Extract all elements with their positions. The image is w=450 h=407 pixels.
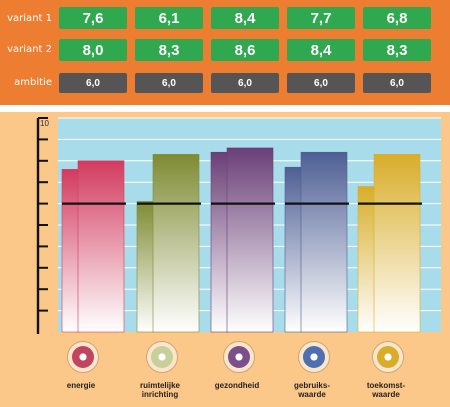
ambition-cell: 6,0	[211, 73, 279, 93]
health-icon	[223, 341, 255, 373]
category-label-toekomstwaarde: toekomst- waarde	[366, 381, 406, 399]
score-cell: 8,4	[287, 39, 355, 61]
bar-variant-2	[226, 147, 274, 333]
future-value-icon-fill	[377, 346, 399, 368]
score-cell: 7,6	[59, 7, 127, 29]
bar-variant-2	[373, 154, 421, 333]
category-label-gebruikswaarde: gebruiks- waarde	[293, 381, 330, 399]
ambition-cell: 6,0	[135, 73, 203, 93]
score-cell: 8,4	[211, 7, 279, 29]
category-label-gezondheid: gezondheid	[214, 381, 260, 390]
utility-value-icon-fill	[303, 346, 325, 368]
bar-variant-2	[152, 154, 200, 333]
ambition-cell: 6,0	[363, 73, 431, 93]
utility-value-icon	[298, 341, 330, 373]
ambition-cell: 6,0	[287, 73, 355, 93]
score-cell: 8,0	[59, 39, 127, 61]
bar-variant-1	[284, 166, 303, 333]
spatial-planning-icon	[146, 341, 178, 373]
score-cell: 8,3	[135, 39, 203, 61]
score-cell: 7,7	[287, 7, 355, 29]
bar-variant-2	[300, 151, 348, 333]
score-table: variant 1 variant 2 ambitie 7,6 6,1 8,4 …	[0, 0, 450, 105]
energy-icon-fill	[72, 346, 94, 368]
score-cell: 6,8	[363, 7, 431, 29]
bar-variant-1	[357, 186, 376, 333]
row-label-ambitie: ambitie	[14, 77, 52, 88]
energy-icon	[67, 341, 99, 373]
bar-variant-2	[77, 160, 125, 333]
score-cell: 8,6	[211, 39, 279, 61]
row-label-variant-1: variant 1	[7, 13, 52, 24]
bar-variant-1	[210, 151, 229, 333]
category-label-energie: energie	[66, 381, 96, 390]
spatial-planning-icon-fill	[151, 346, 173, 368]
bar-variant-1	[61, 169, 80, 333]
y-tick-label-max: 10	[40, 119, 49, 128]
ambition-cell: 6,0	[59, 73, 127, 93]
score-cell: 6,1	[135, 7, 203, 29]
health-icon-fill	[228, 346, 250, 368]
future-value-icon	[372, 341, 404, 373]
score-cell: 8,3	[363, 39, 431, 61]
category-label-ruimtelijke-inrichting: ruimtelijke inrichting	[139, 381, 180, 399]
bar-variant-1	[136, 201, 155, 333]
row-label-variant-2: variant 2	[7, 44, 52, 55]
